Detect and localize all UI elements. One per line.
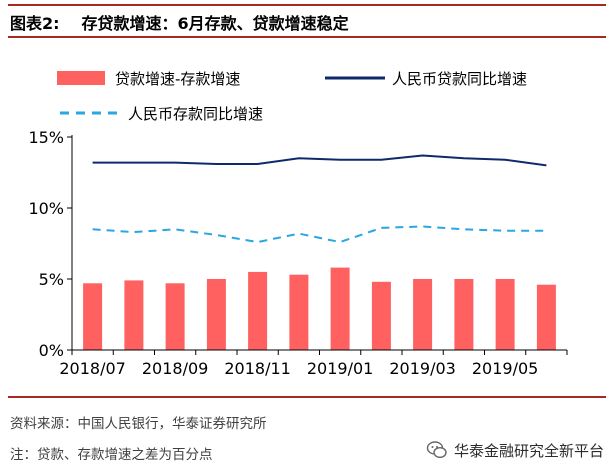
title-rule (8, 36, 606, 38)
bar (536, 284, 556, 350)
y-tick-label: 15% (28, 128, 64, 147)
footnote: 注：贷款、存款增速之差为百分点 (10, 447, 213, 463)
x-tick-label: 2018/11 (224, 359, 290, 378)
bar (165, 283, 185, 350)
x-tick-label: 2019/05 (472, 359, 538, 378)
bar (248, 271, 268, 350)
x-tick-label: 2018/07 (59, 359, 125, 378)
bar (289, 274, 309, 350)
bar (413, 279, 433, 350)
loan-growth-line (92, 154, 547, 167)
legend-label-deposit: 人民币存款同比增速 (128, 105, 263, 123)
footer-rule (8, 396, 606, 398)
figure-title: 图表2: 存贷款增速：6月存款、贷款增速稳定 (10, 10, 349, 34)
bar (83, 283, 103, 350)
wechat-icon (426, 441, 447, 459)
bar (124, 280, 144, 350)
source-note: 资料来源：中国人民银行，华泰证券研究所 (10, 416, 267, 432)
legend-label-loan: 人民币贷款同比增速 (392, 70, 527, 88)
axes: 0% 5% 10% 15% 2018/07 2018/09 2018/11 2019/01 20… (28, 128, 568, 378)
bar (454, 279, 474, 350)
y-tick-label: 10% (28, 199, 64, 218)
x-tick-label: 2018/09 (142, 359, 208, 378)
bar-series (83, 267, 556, 350)
legend-swatch-bar (57, 71, 105, 85)
y-tick-label: 0% (39, 341, 64, 360)
bar (206, 279, 226, 350)
bar (371, 281, 391, 350)
bar (495, 279, 515, 350)
bar (330, 267, 350, 350)
watermark: 华泰金融研究全新平台 (426, 439, 604, 461)
figure-label: 图表2: (10, 14, 60, 33)
x-tick-label: 2019/03 (389, 359, 455, 378)
deposit-growth-line (92, 225, 547, 244)
header-rule (8, 4, 606, 6)
legend-label-bar: 贷款增速-存款增速 (115, 70, 240, 88)
x-tick-label: 2019/01 (307, 359, 373, 378)
watermark-text: 华泰金融研究全新平台 (453, 441, 604, 460)
figure-title-text: 存贷款增速：6月存款、贷款增速稳定 (81, 14, 349, 33)
y-tick-label: 5% (39, 270, 64, 289)
